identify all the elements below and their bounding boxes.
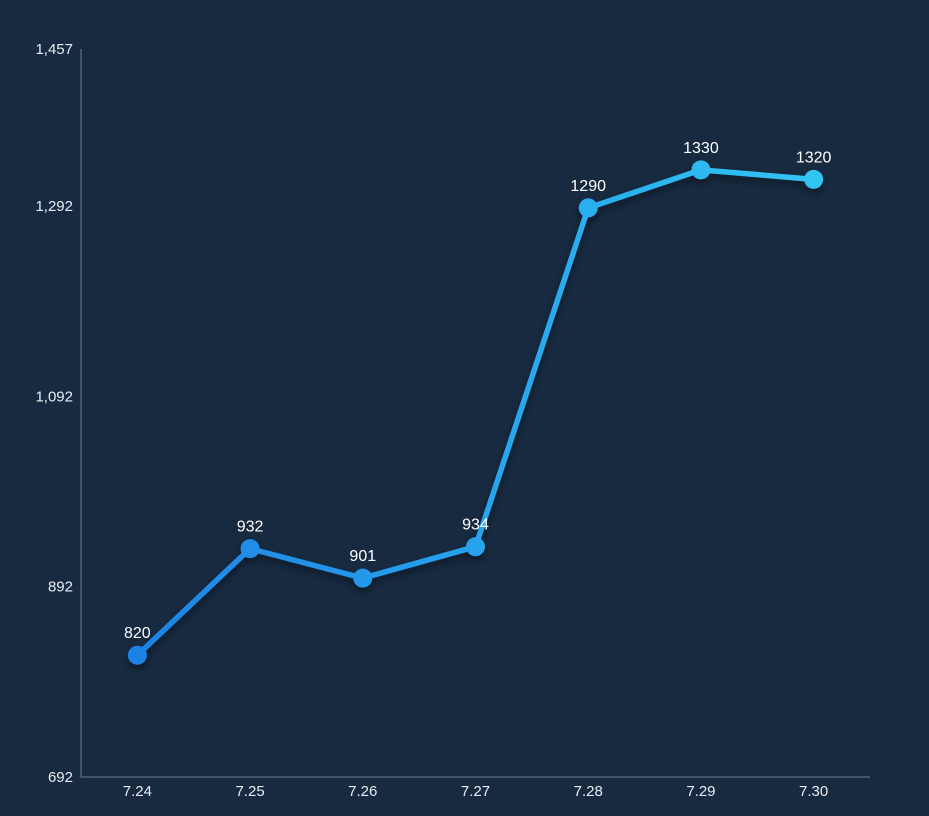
data-point-label: 1330: [683, 140, 719, 157]
x-tick-label: 7.25: [235, 783, 264, 800]
y-tick-label: 1,457: [35, 41, 73, 58]
data-point-label: 1290: [570, 178, 606, 195]
x-tick-label: 7.30: [799, 783, 828, 800]
y-tick-label: 1,292: [35, 198, 73, 215]
series-line: [134, 167, 817, 658]
data-point-label: 932: [237, 519, 264, 536]
data-point-label: 820: [124, 625, 151, 642]
data-point-label: 934: [462, 517, 489, 534]
y-tick-label: 892: [48, 579, 73, 596]
data-point[interactable]: [691, 160, 711, 180]
data-point[interactable]: [127, 645, 147, 665]
x-tick-label: 7.28: [574, 783, 603, 800]
data-point[interactable]: [578, 198, 598, 218]
data-point-label: 901: [349, 548, 376, 565]
x-tick-label: 7.26: [348, 783, 377, 800]
data-point[interactable]: [466, 537, 485, 557]
x-tick-label: 7.29: [686, 783, 715, 800]
data-point-label: 1320: [796, 149, 832, 166]
data-point[interactable]: [240, 539, 260, 559]
data-point[interactable]: [353, 568, 373, 588]
data-point[interactable]: [804, 169, 824, 189]
x-tick-label: 7.24: [123, 783, 152, 800]
y-tick-label: 692: [48, 769, 73, 786]
x-tick-label: 7.27: [461, 783, 490, 800]
series-group: [127, 160, 824, 665]
y-tick-label: 1,092: [35, 388, 73, 405]
